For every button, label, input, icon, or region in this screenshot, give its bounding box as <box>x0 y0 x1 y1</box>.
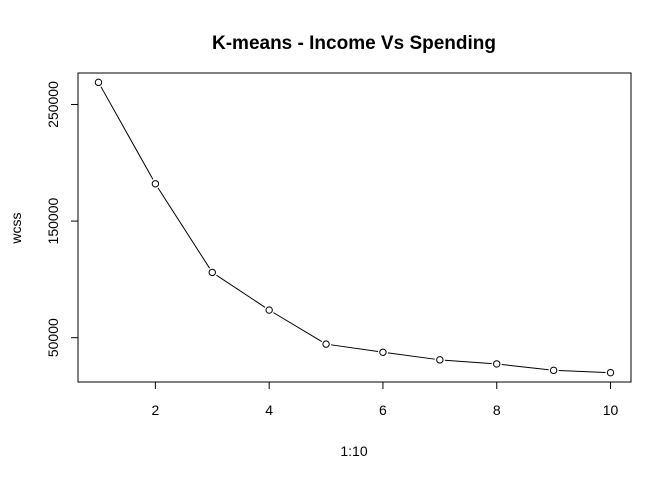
x-tick-label: 4 <box>265 402 273 418</box>
data-point <box>549 366 558 375</box>
x-axis-label: 1:10 <box>340 443 367 459</box>
data-point <box>322 340 330 348</box>
x-tick-label: 8 <box>493 402 501 418</box>
y-tick-label: 250000 <box>45 81 61 128</box>
series-segment <box>330 344 379 353</box>
data-point <box>606 368 615 377</box>
chart-title: K-means - Income Vs Spending <box>212 33 496 54</box>
series-segment <box>387 352 435 360</box>
y-axis: 50000 150000 250000 <box>45 81 79 357</box>
x-axis: 2 4 6 8 10 <box>151 381 619 418</box>
series-segment <box>501 363 549 371</box>
y-tick-label: 50000 <box>45 318 61 357</box>
series-segment <box>157 187 210 269</box>
data-point <box>379 348 387 356</box>
data-point <box>208 268 216 277</box>
data-point <box>151 180 160 188</box>
data-point <box>94 78 103 87</box>
data-point <box>493 360 501 368</box>
series-segment <box>216 274 266 308</box>
series-segment <box>273 312 323 342</box>
data-point <box>436 356 444 364</box>
x-tick-label: 10 <box>603 402 619 418</box>
y-axis-label: wcss <box>8 212 24 244</box>
data-point <box>265 306 273 314</box>
series-segment <box>444 359 492 365</box>
y-tick-label: 150000 <box>45 198 61 245</box>
series-layer <box>94 78 615 377</box>
x-tick-label: 2 <box>151 402 159 418</box>
x-tick-label: 6 <box>379 402 387 418</box>
series-segment <box>558 370 606 373</box>
series-segment <box>100 86 154 180</box>
